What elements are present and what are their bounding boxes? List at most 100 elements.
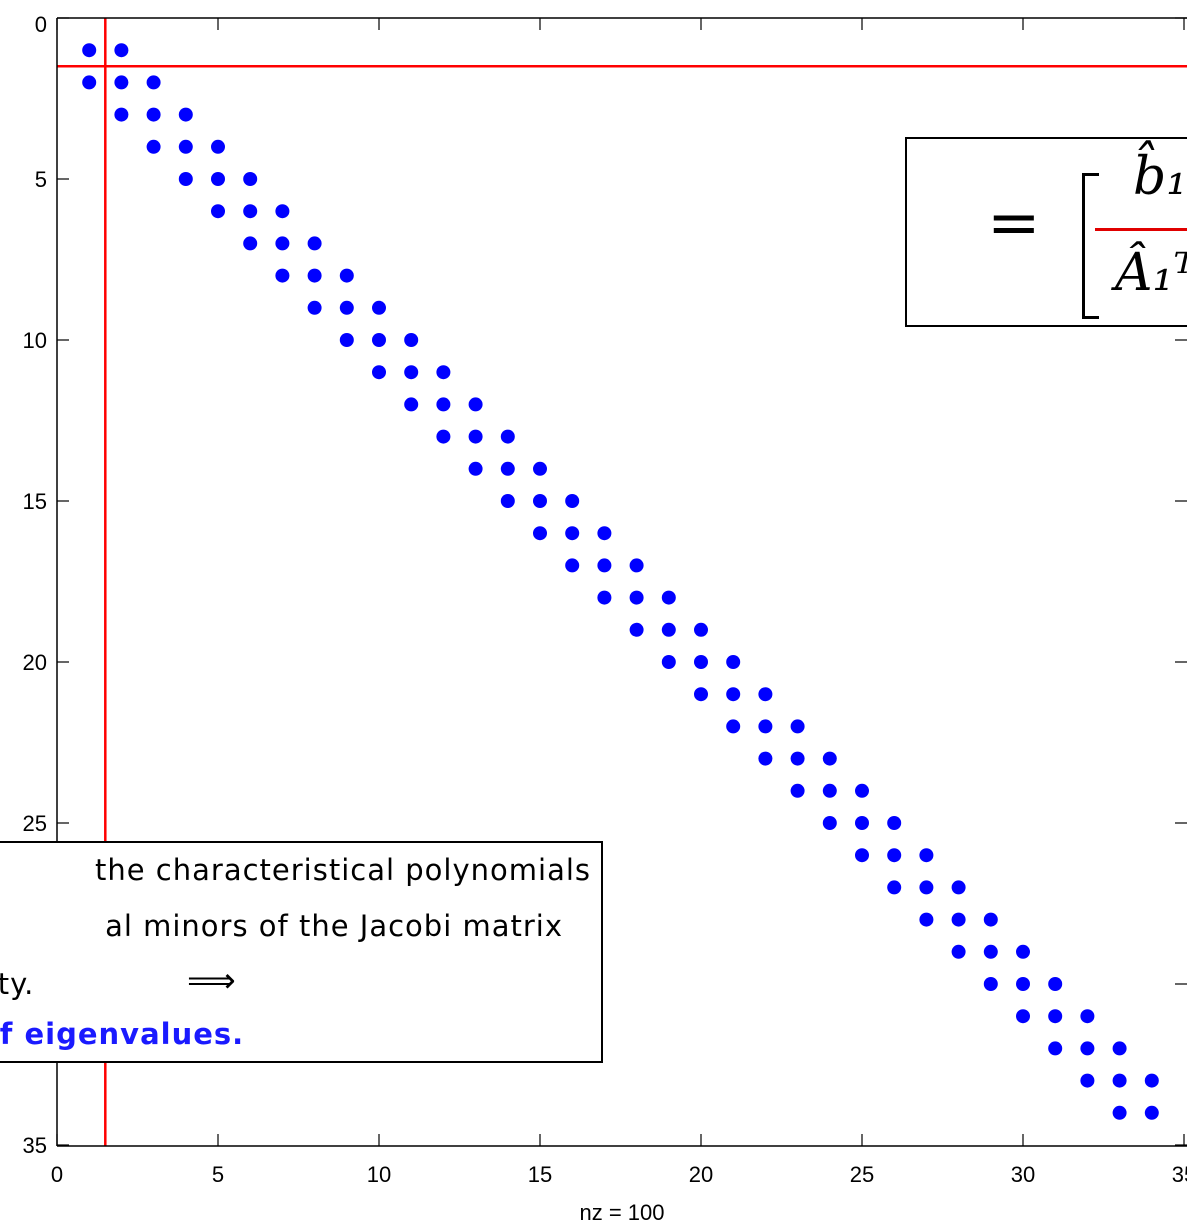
y-tick-label: 20: [23, 650, 47, 675]
nonzero-point: [790, 719, 805, 734]
nonzero-point: [533, 526, 547, 541]
nonzero-point: [468, 429, 483, 444]
nonzero-point: [565, 558, 580, 573]
nonzero-point: [1016, 977, 1030, 991]
nonzero-point: [211, 139, 225, 154]
nonzero-point: [694, 622, 708, 637]
annotation-line-4: g of eigenvalues.: [0, 1017, 245, 1051]
nonzero-point: [887, 880, 902, 895]
nonzero-point: [1112, 1073, 1127, 1088]
nonzero-point: [275, 236, 290, 251]
nonzero-point: [951, 880, 966, 895]
nonzero-point: [629, 558, 644, 573]
nonzero-point: [500, 494, 515, 508]
nonzero-point: [114, 75, 129, 90]
nonzero-point: [629, 622, 644, 637]
annotation-box: the characteristical polynomials al mino…: [0, 841, 603, 1063]
nonzero-point: [307, 268, 322, 283]
nonzero-point: [82, 75, 97, 90]
nonzero-point: [1080, 1073, 1095, 1088]
nonzero-point: [372, 300, 386, 315]
nonzero-point: [178, 107, 193, 122]
annotation-line-2: al minors of the Jacobi matrix: [105, 909, 563, 943]
nonzero-point: [275, 268, 290, 283]
nonzero-point: [726, 687, 741, 702]
nonzero-point: [339, 333, 354, 347]
nonzero-point: [114, 43, 129, 58]
equation-divider: [1095, 228, 1187, 231]
nonzero-point: [82, 43, 97, 58]
nonzero-point: [919, 848, 934, 863]
nonzero-point: [983, 977, 998, 991]
equals-sign: =: [987, 186, 1041, 260]
nonzero-point: [822, 783, 837, 798]
nonzero-point: [887, 816, 902, 830]
equation-denominator: Â₁ᵀ: [1115, 243, 1187, 303]
nonzero-point: [694, 687, 708, 702]
nonzero-point: [436, 397, 451, 412]
nonzero-point: [758, 751, 773, 766]
nonzero-point: [661, 622, 676, 637]
x-tick-label: 35: [1172, 1162, 1187, 1187]
nonzero-point: [1112, 1105, 1127, 1120]
nonzero-point: [372, 365, 386, 380]
x-tick-label: 25: [850, 1162, 874, 1187]
nonzero-point: [919, 880, 934, 895]
nonzero-point: [661, 655, 676, 669]
y-tick-label: 5: [35, 167, 47, 192]
nonzero-point: [243, 236, 258, 251]
nonzero-point: [1048, 1009, 1063, 1024]
nonzero-point: [533, 494, 547, 508]
annotation-line-1: the characteristical polynomials: [95, 853, 591, 887]
nonzero-point: [372, 333, 386, 347]
nonzero-point: [533, 461, 547, 476]
nonzero-point: [436, 429, 451, 444]
nonzero-point: [1144, 1073, 1159, 1088]
nonzero-point: [1112, 1041, 1127, 1056]
x-tick-label: 30: [1011, 1162, 1035, 1187]
nonzero-point: [855, 848, 869, 863]
nonzero-point: [1016, 1009, 1030, 1024]
nonzero-point: [597, 590, 612, 605]
nonzero-point: [758, 719, 773, 734]
nonzero-point: [178, 172, 193, 186]
nonzero-point: [114, 107, 129, 122]
nonzero-point: [146, 107, 161, 122]
nonzero-point: [211, 204, 225, 219]
nonzero-point: [597, 526, 612, 541]
nonzero-point: [243, 172, 258, 186]
annotation-line-3: erty.: [0, 967, 35, 1001]
implies-arrow: ⟹: [187, 961, 236, 1001]
y-tick-label: 0: [35, 12, 47, 37]
nonzero-point: [307, 236, 322, 251]
nonzero-point: [855, 816, 869, 830]
nonzero-point: [855, 783, 869, 798]
nonzero-point: [275, 204, 290, 219]
left-bracket: [1082, 173, 1099, 319]
y-tick-label: 10: [23, 328, 47, 353]
nonzero-point: [307, 300, 322, 315]
nonzero-point: [822, 751, 837, 766]
nonzero-point: [146, 75, 161, 90]
nonzero-point: [565, 526, 580, 541]
x-axis-label: nz = 100: [579, 1200, 664, 1225]
y-tick-label: 15: [23, 489, 47, 514]
nonzero-point: [629, 590, 644, 605]
nonzero-point: [951, 944, 966, 959]
nonzero-point: [1144, 1105, 1159, 1120]
nonzero-point: [1048, 977, 1063, 991]
nonzero-point: [983, 912, 998, 927]
nonzero-point: [211, 172, 225, 186]
nonzero-point: [565, 494, 580, 508]
nonzero-point: [500, 429, 515, 444]
nonzero-point: [1048, 1041, 1063, 1056]
nonzero-point: [822, 816, 837, 830]
nonzero-point: [146, 139, 161, 154]
x-tick-label: 0: [51, 1162, 63, 1187]
nonzero-point: [404, 365, 419, 380]
nonzero-point: [1016, 944, 1030, 959]
nonzero-point: [404, 333, 419, 347]
nonzero-point: [758, 687, 773, 702]
nonzero-point: [500, 461, 515, 476]
x-tick-label: 5: [212, 1162, 224, 1187]
